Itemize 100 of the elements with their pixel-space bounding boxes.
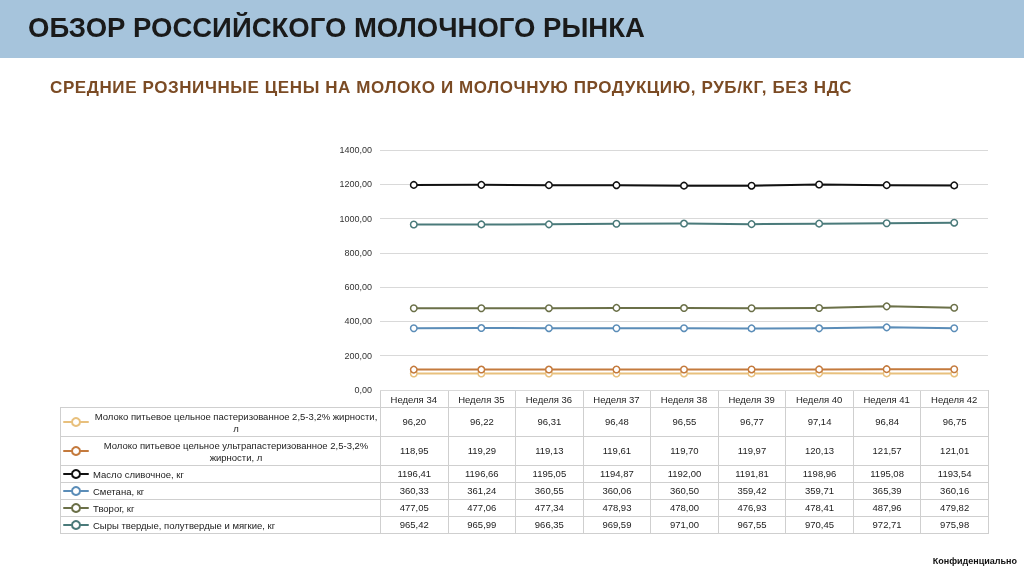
data-label: 476,93 <box>718 499 786 517</box>
y-tick-label: 1200,00 <box>339 179 372 190</box>
point <box>882 302 891 311</box>
point <box>882 365 891 374</box>
data-label: 361,24 <box>448 482 516 500</box>
data-label: 119,97 <box>718 436 786 466</box>
data-label: 1191,81 <box>718 465 786 483</box>
y-tick-label: 400,00 <box>344 316 372 327</box>
data-label: 96,77 <box>718 407 786 437</box>
data-label: 965,99 <box>448 516 516 534</box>
point <box>409 180 418 189</box>
point <box>477 365 486 374</box>
data-label: 1195,08 <box>853 465 921 483</box>
point <box>544 220 553 229</box>
x-tick-label: Неделя 41 <box>863 393 910 405</box>
data-label: 359,42 <box>718 482 786 500</box>
data-label: 478,93 <box>583 499 651 517</box>
data-label: 360,16 <box>920 482 989 500</box>
point <box>747 324 756 333</box>
y-tick-label: 800,00 <box>344 247 372 258</box>
point <box>882 323 891 332</box>
data-label: 120,13 <box>785 436 854 466</box>
point <box>882 181 891 190</box>
point <box>950 303 959 312</box>
y-tick-label: 600,00 <box>344 282 372 293</box>
point <box>544 324 553 333</box>
point <box>815 324 824 333</box>
point <box>544 304 553 313</box>
data-label: 967,55 <box>718 516 786 534</box>
data-label: 96,48 <box>583 407 651 437</box>
legend-label: Сметана, кг <box>93 485 145 497</box>
data-label: 477,05 <box>380 499 449 517</box>
x-tick-label: Неделя 38 <box>660 393 708 405</box>
data-label: 1198,96 <box>785 465 854 483</box>
point <box>950 324 959 333</box>
point <box>680 181 688 190</box>
data-label: 96,75 <box>920 407 989 437</box>
point <box>477 220 486 229</box>
point <box>612 365 621 374</box>
y-tick-label: 1400,00 <box>339 145 372 155</box>
point <box>544 181 553 190</box>
point <box>747 181 756 190</box>
data-label: 360,06 <box>583 482 651 500</box>
point <box>747 365 756 374</box>
legend-label: Творог, кг <box>93 502 135 514</box>
point <box>409 324 418 333</box>
data-label: 1194,87 <box>583 465 651 483</box>
point <box>477 324 486 333</box>
data-label: 965,42 <box>380 516 449 534</box>
data-label: 970,45 <box>785 516 854 534</box>
data-label: 360,55 <box>515 482 584 500</box>
data-label: 118,95 <box>380 436 449 466</box>
data-label: 119,61 <box>583 436 651 466</box>
point <box>950 218 959 227</box>
data-label: 479,82 <box>920 499 989 517</box>
y-tick-label: 0,00 <box>354 385 372 395</box>
x-tick-label: Неделя 34 <box>390 393 437 405</box>
legend-label: Молоко питьевое цельное ультрапастеризованное 2,5-3,2% жирности, л <box>103 439 369 463</box>
point <box>950 365 959 374</box>
point <box>680 365 688 374</box>
data-label: 96,20 <box>380 407 449 437</box>
data-label: 478,41 <box>785 499 854 517</box>
point <box>815 303 824 312</box>
data-label: 119,70 <box>650 436 719 466</box>
data-label: 972,71 <box>853 516 921 534</box>
legend-label: Масло сливочное, кг <box>93 468 185 480</box>
data-label: 1193,54 <box>920 465 989 483</box>
data-label: 97,14 <box>785 407 854 437</box>
point <box>409 220 418 229</box>
data-label: 360,33 <box>380 482 449 500</box>
y-tick-label: 200,00 <box>344 350 372 361</box>
point <box>680 219 688 228</box>
text: Конфиденциально <box>932 556 1017 566</box>
legend-label: Молоко питьевое цельное пастеризованное 2,5-3,2% жирности, л <box>94 410 378 434</box>
point <box>477 180 486 189</box>
point <box>544 365 553 374</box>
y-tick-label: 1000,00 <box>339 213 372 224</box>
point <box>612 181 621 190</box>
x-tick-label: Неделя 42 <box>931 393 978 405</box>
data-label: 360,50 <box>650 482 719 500</box>
point <box>612 219 621 228</box>
point <box>950 181 959 190</box>
legend-label: Сыры твердые, полутвердые и мягкие, кг <box>93 519 276 531</box>
data-label: 971,00 <box>650 516 719 534</box>
data-label: 121,01 <box>920 436 989 466</box>
x-tick-label: Неделя 36 <box>525 393 573 405</box>
data-label: 1196,66 <box>448 465 516 483</box>
data-label: 478,00 <box>650 499 719 517</box>
data-label: 96,55 <box>650 407 719 437</box>
x-tick-label: Неделя 39 <box>728 393 775 405</box>
point <box>477 304 486 313</box>
data-label: 1196,41 <box>380 465 449 483</box>
data-label: 121,57 <box>853 436 921 466</box>
data-label: 1192,00 <box>650 465 719 483</box>
data-label: 477,34 <box>515 499 584 517</box>
data-label: 975,98 <box>920 516 989 534</box>
x-tick-label: Неделя 37 <box>593 393 640 405</box>
data-label: 96,22 <box>448 407 516 437</box>
point <box>612 324 621 333</box>
point <box>747 220 756 229</box>
